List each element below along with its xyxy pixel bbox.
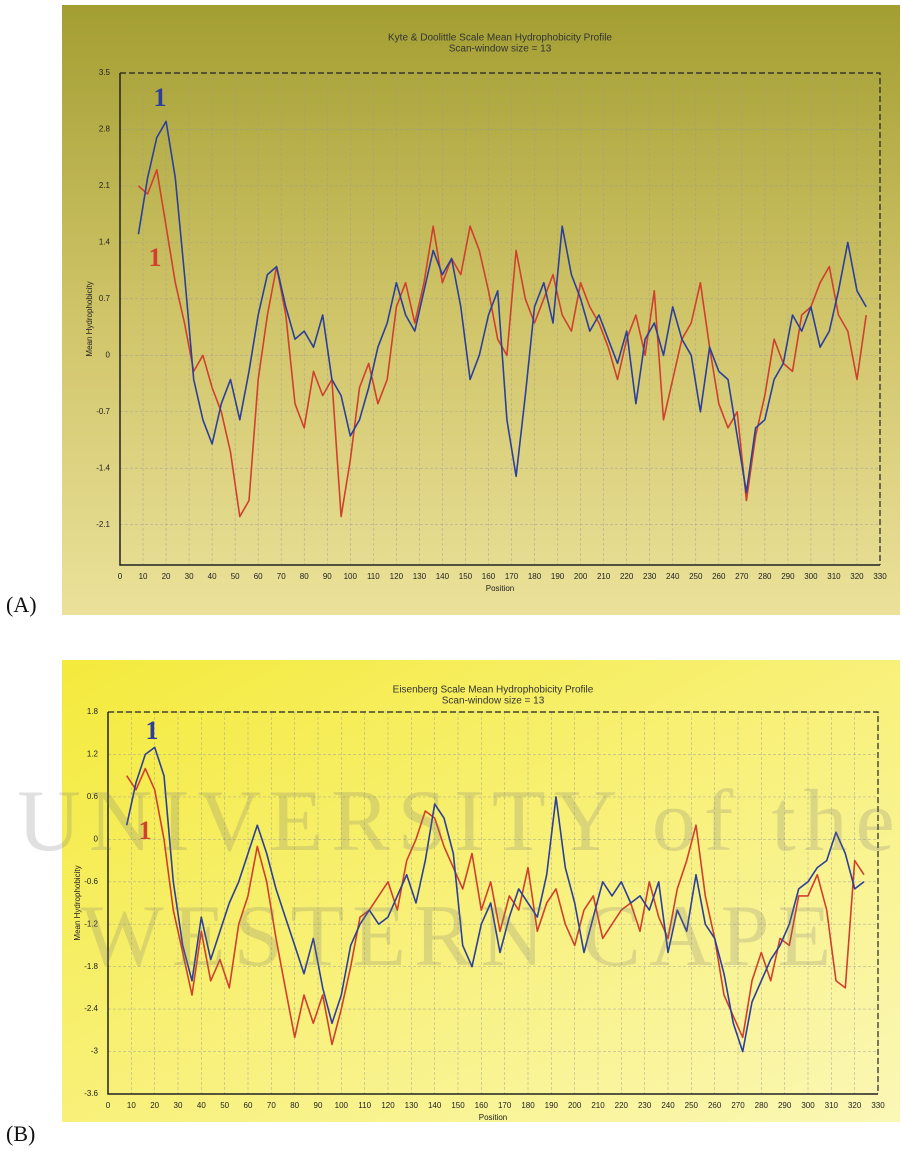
x-tick-label: 290 [781, 572, 795, 581]
x-tick-label: 30 [185, 572, 194, 581]
x-tick-label: 120 [390, 572, 404, 581]
chart-title: Kyte & Doolittle Scale Mean Hydrophobici… [388, 33, 612, 44]
y-tick-label: -3.6 [84, 1089, 98, 1098]
x-tick-label: 140 [428, 1101, 442, 1110]
x-tick-label: 300 [801, 1101, 815, 1110]
x-tick-label: 200 [568, 1101, 582, 1110]
y-tick-label: 3.5 [99, 68, 111, 77]
y-tick-label: 0 [106, 350, 111, 359]
y-tick-label: -0.7 [96, 407, 110, 416]
x-tick-label: 130 [405, 1101, 419, 1110]
x-tick-label: 280 [758, 572, 772, 581]
x-tick-label: 240 [661, 1101, 675, 1110]
x-tick-label: 50 [220, 1101, 229, 1110]
x-tick-label: 0 [106, 1101, 111, 1110]
x-tick-label: 130 [413, 572, 427, 581]
x-tick-label: 260 [708, 1101, 722, 1110]
watermark: UNIVERSITY of the [17, 773, 902, 870]
x-tick-label: 90 [314, 1101, 323, 1110]
x-tick-label: 140 [436, 572, 450, 581]
x-tick-label: 110 [367, 572, 380, 581]
x-tick-label: 200 [574, 572, 588, 581]
x-tick-label: 270 [735, 572, 749, 581]
x-tick-label: 220 [615, 1101, 629, 1110]
x-tick-label: 330 [871, 1101, 885, 1110]
x-tick-label: 310 [827, 572, 841, 581]
x-tick-label: 50 [231, 572, 240, 581]
x-tick-label: 150 [459, 572, 473, 581]
chart-subtitle: Scan-window size = 13 [449, 44, 552, 55]
x-tick-label: 260 [712, 572, 726, 581]
x-tick-label: 150 [451, 1101, 465, 1110]
x-axis-label: Position [479, 1113, 507, 1122]
x-tick-label: 160 [482, 572, 496, 581]
panel-label: (B) [6, 1121, 35, 1146]
x-tick-label: 190 [545, 1101, 559, 1110]
x-tick-label: 300 [804, 572, 818, 581]
x-tick-label: 120 [381, 1101, 395, 1110]
watermark: WESTERN CAPE [81, 888, 839, 985]
x-tick-label: 40 [197, 1101, 206, 1110]
x-tick-label: 170 [498, 1101, 512, 1110]
x-tick-label: 280 [755, 1101, 769, 1110]
x-tick-label: 250 [685, 1101, 699, 1110]
x-tick-label: 110 [358, 1101, 371, 1110]
y-tick-label: 1.4 [99, 237, 111, 246]
x-tick-label: 160 [475, 1101, 489, 1110]
x-tick-label: 330 [873, 572, 887, 581]
y-tick-label: -0.6 [84, 877, 98, 886]
x-tick-label: 20 [162, 572, 171, 581]
chart-subtitle: Scan-window size = 13 [442, 696, 545, 707]
y-axis-label: Mean Hydrophobicity [85, 281, 94, 356]
x-tick-label: 320 [850, 572, 864, 581]
x-tick-label: 190 [551, 572, 565, 581]
panel-label: (A) [6, 592, 37, 617]
x-tick-label: 0 [118, 572, 123, 581]
y-tick-label: 1.2 [87, 750, 99, 759]
series-annotation: 1 [154, 83, 167, 112]
y-tick-label: 1.8 [87, 707, 99, 716]
y-tick-label: 2.8 [99, 125, 111, 134]
x-tick-label: 20 [150, 1101, 159, 1110]
x-tick-label: 310 [825, 1101, 839, 1110]
x-tick-label: 290 [778, 1101, 792, 1110]
y-tick-label: -1.4 [96, 463, 110, 472]
y-tick-label: 2.1 [99, 181, 111, 190]
x-tick-label: 80 [300, 572, 309, 581]
x-tick-label: 100 [344, 572, 358, 581]
y-tick-label: -2.4 [84, 1004, 98, 1013]
x-tick-label: 170 [505, 572, 519, 581]
x-tick-label: 320 [848, 1101, 862, 1110]
x-tick-label: 60 [244, 1101, 253, 1110]
x-tick-label: 70 [277, 572, 286, 581]
x-tick-label: 220 [620, 572, 634, 581]
x-tick-label: 30 [174, 1101, 183, 1110]
x-tick-label: 230 [643, 572, 657, 581]
x-tick-label: 210 [591, 1101, 605, 1110]
x-tick-label: 70 [267, 1101, 276, 1110]
x-tick-label: 180 [528, 572, 542, 581]
x-tick-label: 250 [689, 572, 703, 581]
x-tick-label: 40 [208, 572, 217, 581]
x-tick-label: 80 [290, 1101, 299, 1110]
x-tick-label: 100 [335, 1101, 349, 1110]
x-tick-label: 90 [323, 572, 332, 581]
x-tick-label: 180 [521, 1101, 535, 1110]
x-tick-label: 10 [139, 572, 148, 581]
series-annotation: 1 [149, 243, 162, 272]
x-tick-label: 60 [254, 572, 263, 581]
chart-title: Eisenberg Scale Mean Hydrophobicity Prof… [393, 685, 594, 696]
x-axis-label: Position [486, 584, 514, 593]
page: 0102030405060708090100110120130140150160… [0, 0, 902, 1151]
series-annotation: 1 [146, 716, 159, 745]
x-tick-label: 210 [597, 572, 611, 581]
x-tick-label: 240 [666, 572, 680, 581]
x-tick-label: 10 [127, 1101, 136, 1110]
y-tick-label: 0.7 [99, 294, 111, 303]
x-tick-label: 230 [638, 1101, 652, 1110]
y-tick-label: -3 [91, 1047, 99, 1056]
x-tick-label: 270 [731, 1101, 745, 1110]
y-tick-label: -2.1 [96, 520, 110, 529]
